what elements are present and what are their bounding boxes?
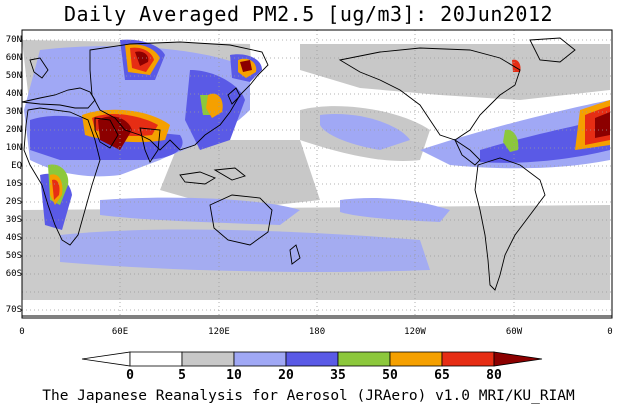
lon-label: 120W — [404, 327, 426, 337]
colorbar-label: 5 — [178, 368, 186, 383]
lat-label: 30S — [5, 215, 22, 225]
lat-label: EQ — [11, 161, 22, 171]
colorbar-label: 20 — [278, 368, 294, 383]
lat-label: 50N — [5, 71, 22, 81]
footer-credit: The Japanese Reanalysis for Aerosol (JRA… — [42, 388, 575, 404]
lon-label: 60W — [505, 327, 523, 337]
lat-label: 60S — [5, 269, 22, 279]
colorbar-label: 65 — [434, 368, 450, 383]
lat-label: 50S — [5, 251, 22, 261]
lat-label: 40S — [5, 233, 22, 243]
lat-label: 10N — [5, 143, 22, 153]
grid-lines — [22, 30, 612, 318]
lon-label: 0 — [607, 327, 613, 337]
lat-label: 60N — [5, 53, 22, 63]
lat-label: 20N — [5, 125, 22, 135]
lat-label: 40N — [5, 89, 22, 99]
colorbar-label: 10 — [226, 368, 242, 383]
colorbar-label: 80 — [486, 368, 502, 383]
colorbar-label: 50 — [382, 368, 398, 383]
lat-label: 70S — [5, 305, 22, 315]
lat-label: 10S — [5, 179, 22, 189]
coastlines — [21, 37, 612, 317]
colorbar — [81, 351, 543, 367]
map-title: Daily Averaged PM2.5 [ug/m3]: 20Jun2012 — [63, 2, 554, 26]
lon-label: 180 — [308, 327, 326, 337]
lat-label: 70N — [5, 35, 22, 45]
lon-label: 120E — [208, 327, 230, 337]
lat-label: 20S — [5, 197, 22, 207]
lon-label: 60E — [111, 327, 129, 337]
lon-label: 0 — [19, 327, 25, 337]
colorbar-label: 35 — [330, 368, 346, 383]
colorbar-label: 0 — [126, 368, 134, 383]
map-frame — [21, 29, 613, 319]
lat-label: 30N — [5, 107, 22, 117]
pm25-field — [22, 39, 610, 300]
